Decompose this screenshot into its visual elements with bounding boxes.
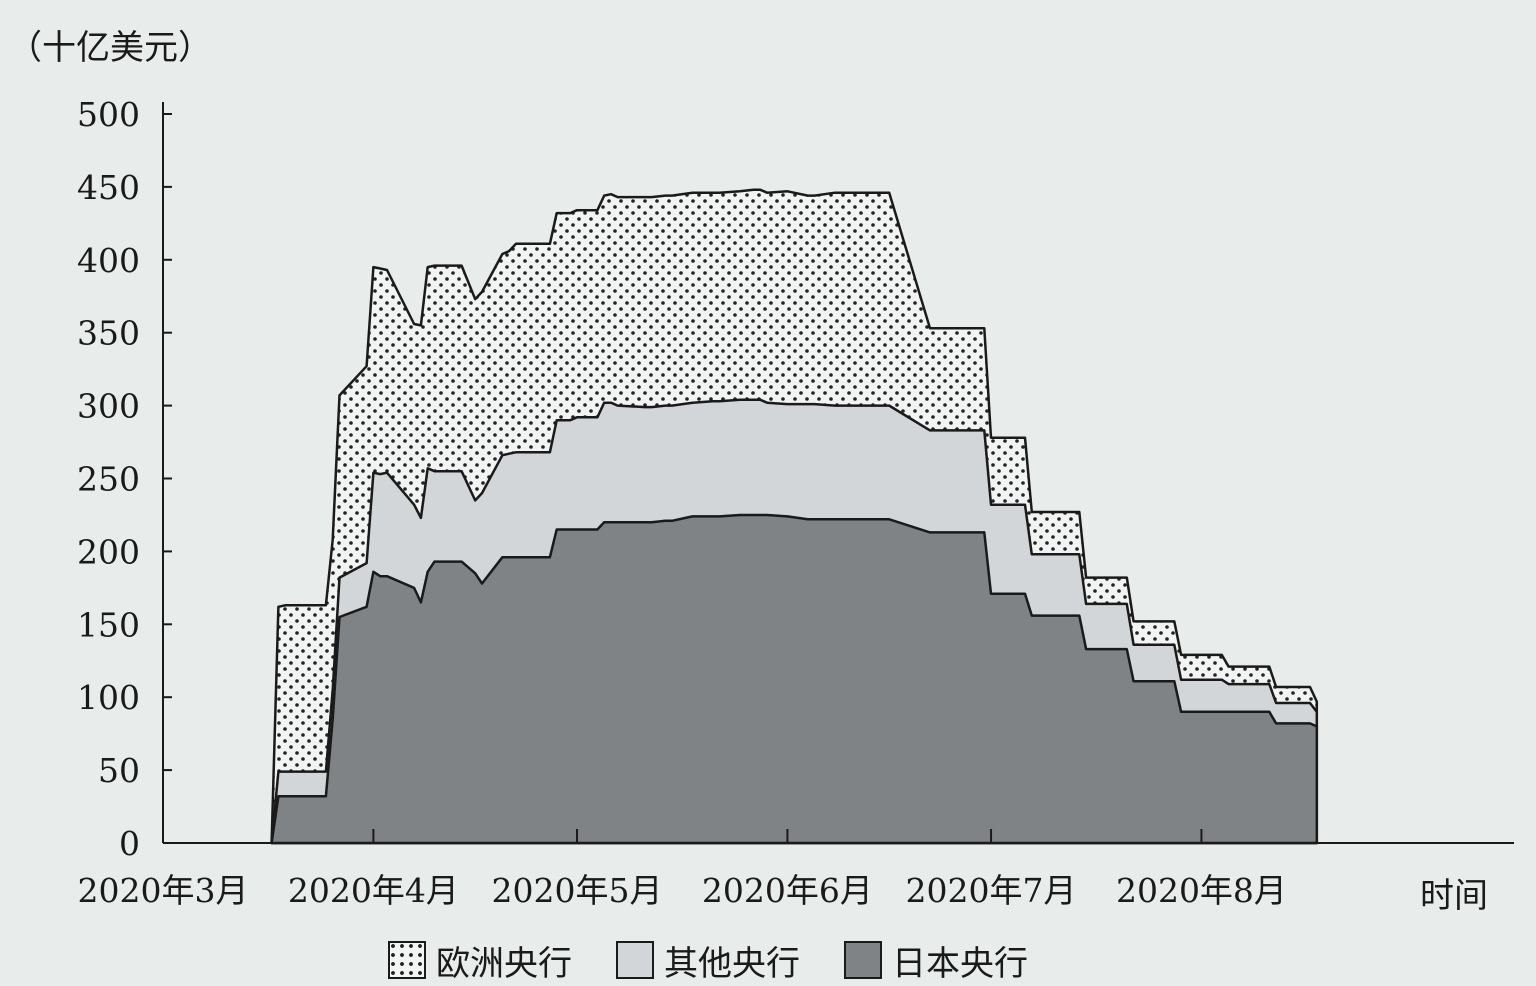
legend-item-ecb: 欧洲央行: [388, 936, 572, 985]
y-tick-label: 250: [77, 460, 140, 499]
x-tick-label: 2020年7月: [906, 871, 1077, 910]
y-tick-label: 0: [119, 824, 140, 863]
y-tick-label: 200: [77, 532, 140, 571]
legend-label-others: 其他央行: [664, 943, 800, 984]
y-tick-label: 500: [77, 95, 140, 134]
legend-swatch-others: [616, 941, 654, 979]
y-tick-label: 400: [77, 241, 140, 280]
y-tick-label: 150: [77, 605, 140, 644]
x-tick-label: 2020年6月: [702, 871, 873, 910]
legend-item-others: 其他央行: [616, 936, 800, 985]
axes-group: 0 50 100 150 200 250 300 350 400 450 500 2020年3月 202…: [77, 95, 1514, 910]
legend-item-boj: 日本央行: [844, 936, 1028, 985]
y-axis-unit-label: （十亿美元）: [8, 28, 212, 68]
y-tick-label: 100: [77, 678, 140, 717]
y-tick-label: 350: [77, 314, 140, 353]
legend-swatch-boj: [844, 941, 882, 979]
legend-swatch-ecb: [388, 941, 426, 979]
x-tick-label: 2020年8月: [1116, 871, 1287, 910]
legend: 欧洲央行 其他央行 日本央行: [388, 936, 1072, 985]
x-tick-label: 2020年4月: [288, 871, 459, 910]
area-boj: [270, 513, 1319, 845]
y-tick-label: 450: [77, 168, 140, 207]
x-axis-title: 时间: [1420, 876, 1488, 916]
legend-label-ecb: 欧洲央行: [436, 943, 572, 984]
x-tick-label: 2020年3月: [78, 871, 249, 910]
y-tick-label: 300: [77, 387, 140, 426]
area-series-group: [270, 188, 1319, 845]
legend-label-boj: 日本央行: [892, 943, 1028, 984]
y-tick-label: 50: [98, 751, 140, 790]
x-tick-label: 2020年5月: [492, 871, 663, 910]
